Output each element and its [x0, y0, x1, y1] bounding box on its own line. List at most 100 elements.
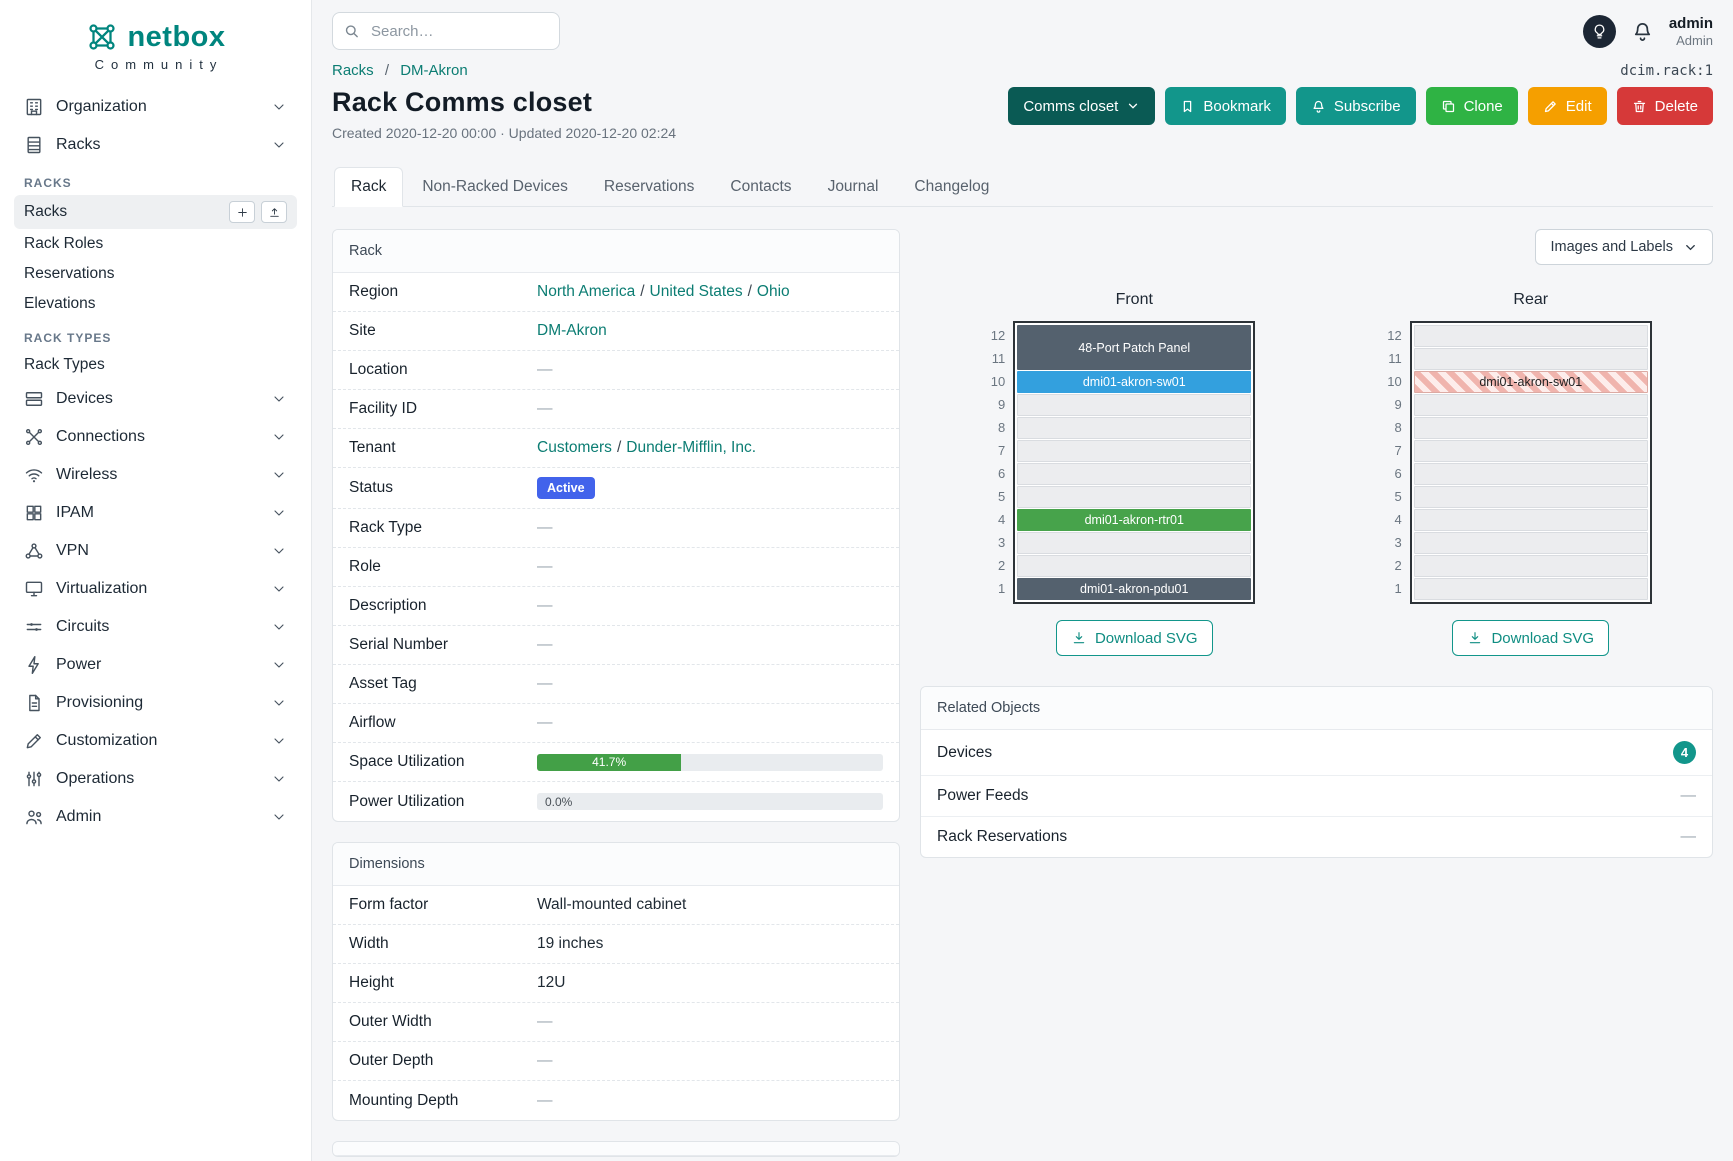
related-row-devices[interactable]: Devices 4	[921, 730, 1712, 776]
tab-changelog[interactable]: Changelog	[914, 178, 990, 195]
sidebar-item-wireless[interactable]: Wireless	[14, 456, 297, 494]
search-input[interactable]	[332, 12, 560, 50]
tab-journal[interactable]: Journal	[827, 178, 879, 195]
sidebar-item-provisioning[interactable]: Provisioning	[14, 684, 297, 722]
sidebar-subitem-rack-roles[interactable]: Rack Roles	[14, 229, 297, 259]
detail-row-outer-width: Outer Width —	[333, 1003, 899, 1042]
tab-reservations[interactable]: Reservations	[603, 178, 695, 195]
import-button[interactable]	[261, 201, 287, 223]
sidebar-item-devices[interactable]: Devices	[14, 380, 297, 418]
brand-tagline: Community	[94, 57, 224, 72]
unit-number: 9	[998, 397, 1006, 412]
bookmark-button[interactable]: Bookmark	[1165, 87, 1286, 125]
images-labels-select[interactable]: Images and Labels	[1535, 229, 1713, 265]
sidebar-subitem-reservations[interactable]: Reservations	[14, 259, 297, 289]
sidebar-subitem-label: Racks	[24, 203, 68, 220]
sidebar-subitem-rack-types[interactable]: Rack Types	[14, 350, 297, 380]
rack-unit-empty[interactable]	[1413, 486, 1648, 508]
value-link[interactable]: United States	[649, 283, 743, 300]
value-link[interactable]: DM-Akron	[537, 322, 607, 339]
notifications-button[interactable]	[1631, 20, 1654, 43]
value-link[interactable]: Dunder-Mifflin, Inc.	[626, 439, 757, 456]
sidebar-subitem-racks[interactable]: Racks	[14, 195, 297, 229]
rack-unit-empty[interactable]	[1413, 555, 1648, 577]
value-link[interactable]: Customers	[537, 439, 612, 456]
chevron-down-icon	[271, 695, 287, 711]
rack-device[interactable]: 48-Port Patch Panel	[1017, 325, 1252, 370]
clone-button[interactable]: Clone	[1425, 87, 1518, 125]
related-label: Power Feeds	[937, 787, 1029, 804]
rack-unit-empty[interactable]	[1017, 394, 1252, 416]
download-svg-button[interactable]: Download SVG	[1452, 620, 1610, 656]
sidebar-item-vpn[interactable]: VPN	[14, 532, 297, 570]
tab-contacts[interactable]: Contacts	[730, 178, 792, 195]
sidebar-item-virtualization[interactable]: Virtualization	[14, 570, 297, 608]
edit-label: Edit	[1565, 97, 1592, 115]
sidebar-item-power[interactable]: Power	[14, 646, 297, 684]
rack-unit-empty[interactable]	[1413, 509, 1648, 531]
sidebar-item-customization[interactable]: Customization	[14, 722, 297, 760]
rack-unit-empty[interactable]	[1413, 532, 1648, 554]
sidebar-item-label: Provisioning	[56, 694, 144, 711]
rack-unit-empty[interactable]	[1017, 486, 1252, 508]
breadcrumb-racks[interactable]: Racks	[332, 62, 374, 79]
download-svg-button[interactable]: Download SVG	[1055, 620, 1213, 656]
rack-unit-empty[interactable]	[1017, 555, 1252, 577]
edit-button[interactable]: Edit	[1527, 87, 1607, 125]
value-link[interactable]: North America	[537, 283, 636, 300]
rack-unit-empty[interactable]	[1413, 463, 1648, 485]
sidebar-item-label: Power	[56, 656, 102, 673]
rack-unit-empty[interactable]	[1017, 417, 1252, 439]
images-labels-label: Images and Labels	[1550, 239, 1673, 255]
clone-icon	[1441, 99, 1456, 114]
rack-unit-empty[interactable]	[1413, 394, 1648, 416]
rack-unit-empty[interactable]	[1413, 348, 1648, 370]
delete-button[interactable]: Delete	[1616, 87, 1713, 125]
value-link[interactable]: Ohio	[756, 283, 790, 300]
value-text: —	[537, 1013, 553, 1030]
sidebar-item-connections[interactable]: Connections	[14, 418, 297, 456]
rack-unit-empty[interactable]	[1017, 463, 1252, 485]
subscribe-button[interactable]: Subscribe	[1295, 87, 1416, 125]
field-label: Region	[349, 283, 399, 300]
field-value: —	[537, 675, 883, 693]
rack-unit-empty[interactable]	[1413, 417, 1648, 439]
rack-unit-empty[interactable]	[1413, 578, 1648, 600]
object-identifier: dcim.rack:1	[1620, 62, 1713, 79]
provisioning-icon	[24, 693, 44, 713]
related-row-rack-reservations[interactable]: Rack Reservations —	[921, 817, 1712, 857]
field-label: Airflow	[349, 714, 396, 731]
sidebar-item-label: Operations	[56, 770, 135, 787]
rack-unit-empty[interactable]	[1017, 532, 1252, 554]
sidebar-subitem-elevations[interactable]: Elevations	[14, 289, 297, 319]
sidebar-item-circuits[interactable]: Circuits	[14, 608, 297, 646]
download-icon	[1467, 630, 1483, 646]
rack-select-button[interactable]: Comms closet	[1008, 87, 1156, 125]
related-row-power-feeds[interactable]: Power Feeds —	[921, 776, 1712, 817]
rack-device[interactable]: dmi01-akron-sw01	[1413, 371, 1648, 393]
unit-number: 1	[1394, 581, 1402, 596]
tab-rack[interactable]: Rack	[334, 167, 404, 207]
breadcrumb-site[interactable]: DM-Akron	[400, 62, 468, 79]
sidebar-item-operations[interactable]: Operations	[14, 760, 297, 798]
rack-unit-empty[interactable]	[1017, 440, 1252, 462]
theme-toggle-button[interactable]	[1582, 14, 1616, 48]
sidebar-item-ipam[interactable]: IPAM	[14, 494, 297, 532]
sidebar-item-organization[interactable]: Organization	[14, 88, 297, 126]
brand[interactable]: netbox Community	[14, 16, 297, 88]
sidebar-item-admin[interactable]: Admin	[14, 798, 297, 836]
user-menu[interactable]: admin Admin	[1669, 15, 1713, 48]
detail-row-height: Height 12U	[333, 964, 899, 1003]
unit-number: 1	[998, 581, 1006, 596]
rack-device[interactable]: dmi01-akron-pdu01	[1017, 578, 1252, 600]
tab-non-racked-devices[interactable]: Non-Racked Devices	[422, 178, 568, 195]
tab-bar: Rack Non-Racked Devices Reservations Contac…	[332, 167, 1713, 207]
rack-unit-empty[interactable]	[1413, 325, 1648, 347]
add-button[interactable]	[229, 201, 255, 223]
rack-device[interactable]: dmi01-akron-sw01	[1017, 371, 1252, 393]
rack-unit-empty[interactable]	[1413, 440, 1648, 462]
sidebar-item-racks[interactable]: Racks	[14, 126, 297, 164]
breadcrumb: Racks / DM-Akron	[332, 62, 468, 79]
sidebar-item-label: Racks	[56, 136, 101, 153]
rack-device[interactable]: dmi01-akron-rtr01	[1017, 509, 1252, 531]
